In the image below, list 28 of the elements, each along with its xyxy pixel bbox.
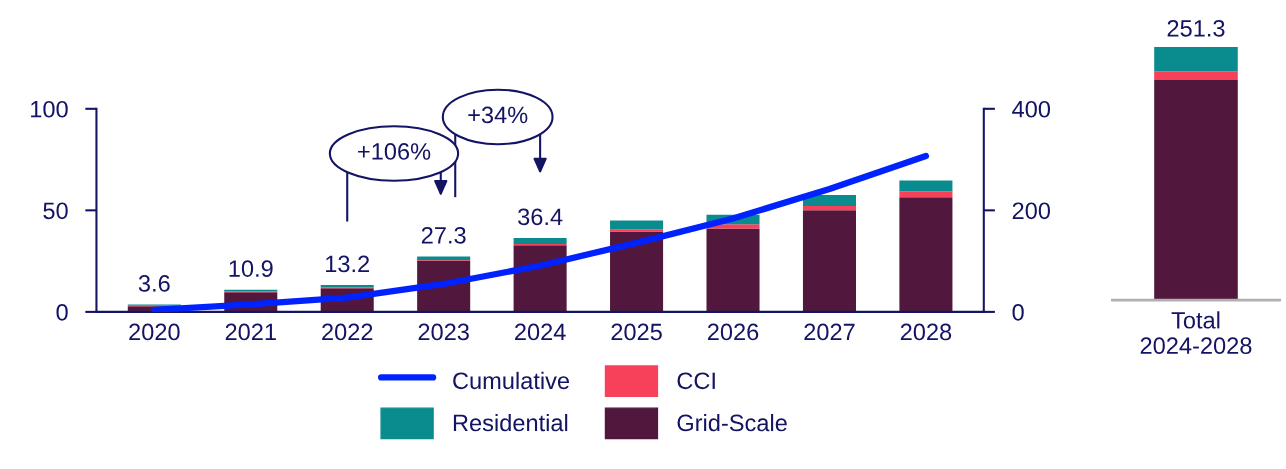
- y2-tick-label: 200: [1012, 202, 1051, 220]
- total-label: 27.3: [421, 226, 466, 244]
- legend-label: CCI: [677, 372, 715, 390]
- y2-tick-label: 400: [1012, 100, 1051, 118]
- legend-label: Residential: [453, 413, 568, 432]
- annotation: 251.3: [1167, 19, 1225, 37]
- annotation: +106%: [358, 143, 431, 160]
- legend-label: Cumulative: [453, 371, 570, 390]
- x-tick-label: 2026: [707, 323, 759, 341]
- x-tick-label: 2022: [322, 323, 373, 341]
- x-tick-label: 2027: [804, 323, 855, 341]
- y-tick-label: 100: [31, 100, 68, 118]
- x-tick-label: 2020: [129, 323, 180, 341]
- x-tick-label: 2024: [515, 323, 566, 341]
- y-tick-label: 0: [56, 303, 68, 321]
- y-tick-label: 50: [43, 202, 68, 220]
- total-label: 13.2: [326, 255, 370, 273]
- x-tick-label: 2028: [900, 323, 952, 341]
- x-tick-label: 2021: [225, 323, 276, 341]
- x-tick-label: 2025: [611, 323, 662, 341]
- y2-tick-label: 0: [1012, 303, 1024, 321]
- total-label: 36.4: [518, 208, 563, 226]
- annotation: +34%: [468, 106, 528, 124]
- x-tick-label: Total 2024-2028: [1140, 311, 1252, 355]
- total-label: 3.6: [138, 275, 170, 292]
- total-label: 10.9: [229, 260, 273, 277]
- x-tick-label: 2023: [418, 323, 469, 341]
- legend-label: Grid-Scale: [677, 413, 787, 432]
